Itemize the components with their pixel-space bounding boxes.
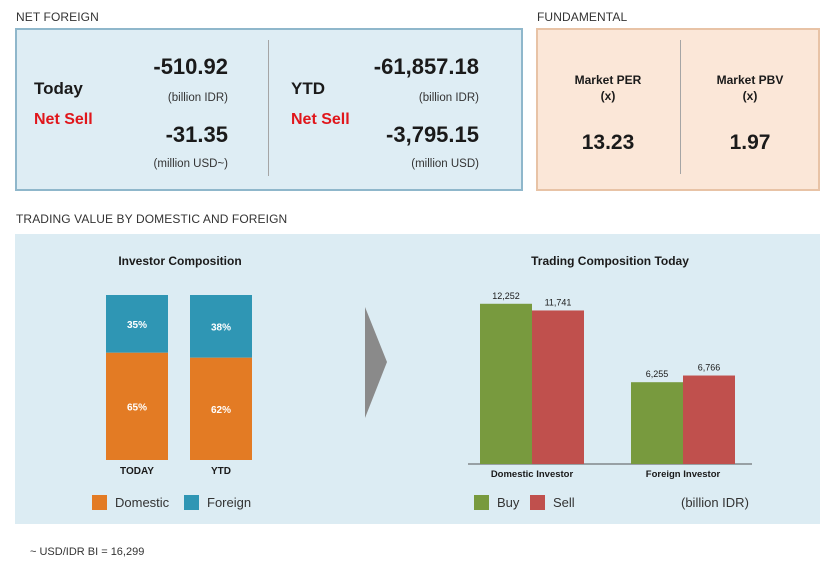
footnote: ~ USD/IDR BI = 16,299 — [30, 546, 145, 558]
net-foreign-divider — [268, 40, 269, 176]
bar-domestic-today — [106, 352, 168, 460]
legend-sell-label: Sell — [553, 495, 575, 510]
today-idr-value: -510.92 — [153, 54, 228, 79]
arrow-right-icon — [365, 307, 387, 418]
bar-domestic-ytd — [190, 357, 252, 460]
fundamental-panel: Market PER (x) 13.23 Market PBV (x) 1.97 — [536, 28, 820, 191]
net-foreign-panel: Today Net Sell -510.92 (billion IDR) -31… — [15, 28, 523, 191]
category-label-domestic: Domestic Investor — [491, 469, 574, 480]
bar-foreign-ytd — [190, 295, 252, 358]
legend-sell-swatch — [530, 495, 545, 510]
unit-label: (billion IDR) — [681, 495, 749, 510]
data-label-buy-domestic: 12,252 — [492, 291, 520, 301]
market-pbv-label-line2: (x) — [742, 89, 758, 103]
ytd-idr-value: -61,857.18 — [373, 54, 479, 79]
legend-foreign-swatch — [184, 495, 199, 510]
bar-sell-foreign — [683, 375, 735, 464]
ytd-usd-value: -3,795.15 — [386, 122, 479, 147]
data-label-sell-domestic: 11,741 — [545, 297, 572, 307]
market-per-label-line1: Market PER — [574, 73, 642, 87]
ytd-usd-unit: (million USD) — [411, 158, 479, 170]
legend-foreign: Foreign — [184, 495, 251, 510]
bar-buy-domestic — [480, 303, 532, 464]
market-per-value: 13.23 — [581, 131, 635, 154]
bar-foreign-today — [106, 295, 168, 353]
market-per-label-line2: (x) — [600, 89, 616, 103]
legend-buy-swatch — [474, 495, 489, 510]
net-foreign-title: NET FOREIGN — [16, 10, 99, 24]
ytd-label: YTD — [291, 79, 325, 98]
legend-sell: Sell — [530, 495, 575, 510]
today-usd-unit: (million USD~) — [153, 158, 228, 170]
category-label-today: TODAY — [120, 466, 154, 477]
label-domestic-ytd: 62% — [211, 405, 231, 416]
investor-composition-chart: 35% 65% TODAY 38% 62% YTD — [106, 295, 252, 477]
today-usd-value: -31.35 — [165, 122, 228, 147]
fundamental-title: FUNDAMENTAL — [537, 10, 628, 24]
market-pbv-value: 1.97 — [729, 131, 771, 154]
legend-domestic-swatch — [92, 495, 107, 510]
category-label-ytd: YTD — [211, 466, 231, 477]
today-idr-unit: (billion IDR) — [167, 92, 228, 104]
label-foreign-ytd: 38% — [211, 322, 231, 333]
legend-domestic: Domestic — [92, 495, 169, 510]
label-domestic-today: 65% — [127, 402, 147, 413]
legend-buy-label: Buy — [497, 495, 520, 510]
investor-composition-title: Investor Composition — [118, 254, 242, 268]
market-pbv-label: Market PBV (x) — [682, 72, 818, 104]
fundamental-divider — [680, 40, 681, 174]
label-foreign-today: 35% — [127, 320, 147, 331]
legend-domestic-label: Domestic — [115, 495, 170, 510]
bar-buy-foreign — [631, 382, 683, 464]
trading-composition-chart: 12,252 11,741 Domestic Investor 6,255 6,766 F… — [468, 291, 752, 480]
data-label-sell-foreign: 6,766 — [698, 363, 721, 373]
today-label: Today — [34, 79, 83, 98]
ytd-net-sell-label: Net Sell — [291, 111, 350, 128]
legend-foreign-label: Foreign — [207, 495, 252, 510]
legend-buy: Buy — [474, 495, 519, 510]
trading-composition-title: Trading Composition Today — [531, 254, 689, 268]
bar-sell-domestic — [532, 310, 584, 464]
category-label-foreign: Foreign Investor — [646, 469, 721, 480]
today-net-sell-label: Net Sell — [34, 111, 93, 128]
market-pbv-label-line1: Market PBV — [716, 73, 784, 87]
trading-value-title: TRADING VALUE BY DOMESTIC AND FOREIGN — [16, 212, 288, 226]
ytd-idr-unit: (billion IDR) — [418, 92, 479, 104]
data-label-buy-foreign: 6,255 — [646, 369, 669, 379]
market-per-label: Market PER (x) — [538, 72, 678, 104]
